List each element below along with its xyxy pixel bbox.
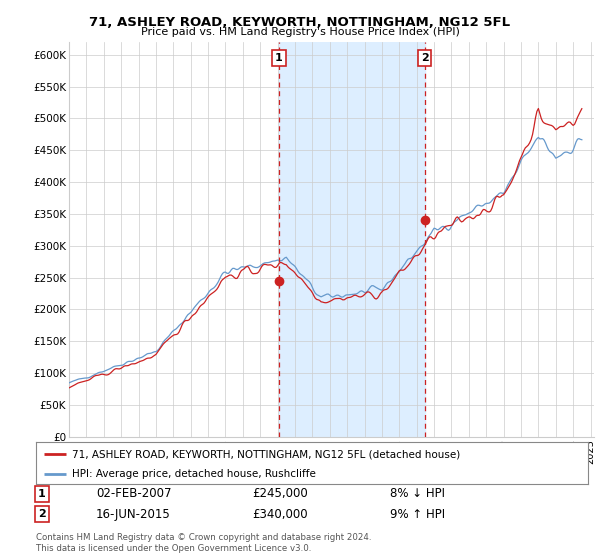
Text: HPI: Average price, detached house, Rushcliffe: HPI: Average price, detached house, Rush… <box>72 469 316 479</box>
Text: Price paid vs. HM Land Registry's House Price Index (HPI): Price paid vs. HM Land Registry's House … <box>140 27 460 37</box>
Text: 71, ASHLEY ROAD, KEYWORTH, NOTTINGHAM, NG12 5FL (detached house): 71, ASHLEY ROAD, KEYWORTH, NOTTINGHAM, N… <box>72 449 460 459</box>
Text: 1: 1 <box>275 53 283 63</box>
Text: 2: 2 <box>421 53 428 63</box>
Bar <box>279 42 425 437</box>
Text: 8% ↓ HPI: 8% ↓ HPI <box>390 487 445 501</box>
Text: 1: 1 <box>38 489 46 499</box>
Text: 9% ↑ HPI: 9% ↑ HPI <box>390 507 445 521</box>
Text: Contains HM Land Registry data © Crown copyright and database right 2024.
This d: Contains HM Land Registry data © Crown c… <box>36 533 371 553</box>
Text: 16-JUN-2015: 16-JUN-2015 <box>96 507 171 521</box>
Text: 71, ASHLEY ROAD, KEYWORTH, NOTTINGHAM, NG12 5FL: 71, ASHLEY ROAD, KEYWORTH, NOTTINGHAM, N… <box>89 16 511 29</box>
Text: £340,000: £340,000 <box>252 507 308 521</box>
Text: 2: 2 <box>38 509 46 519</box>
Text: £245,000: £245,000 <box>252 487 308 501</box>
Text: 02-FEB-2007: 02-FEB-2007 <box>96 487 172 501</box>
